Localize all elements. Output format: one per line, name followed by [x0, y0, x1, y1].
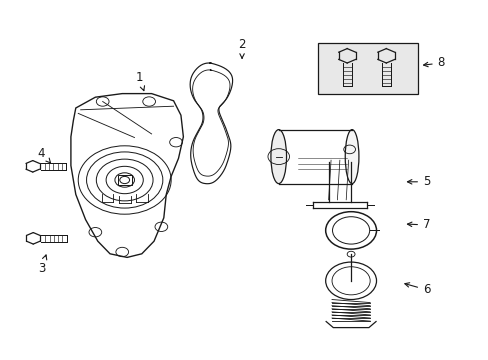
- Text: 5: 5: [407, 175, 429, 188]
- Ellipse shape: [270, 130, 286, 184]
- Text: 1: 1: [135, 71, 144, 91]
- Text: 4: 4: [38, 147, 50, 163]
- Text: 7: 7: [407, 219, 429, 231]
- Text: 2: 2: [238, 39, 245, 58]
- Text: 6: 6: [404, 283, 429, 296]
- Text: 8: 8: [423, 57, 444, 69]
- Ellipse shape: [345, 130, 358, 184]
- FancyBboxPatch shape: [317, 43, 417, 94]
- Text: 3: 3: [38, 255, 47, 275]
